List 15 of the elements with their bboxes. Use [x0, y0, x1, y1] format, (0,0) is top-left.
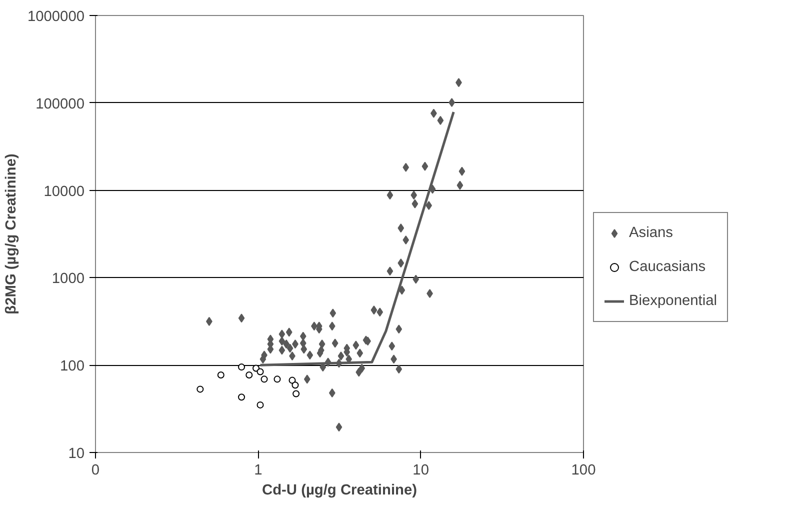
y-tick-label: 100	[60, 358, 85, 375]
x-tick-label: 1	[254, 462, 262, 478]
y-tick-label: 100000	[36, 96, 85, 112]
legend-label: Biexponential	[629, 293, 718, 309]
x-tick-label: 10	[412, 462, 429, 478]
y-tick-label: 1000000	[27, 9, 85, 25]
x-tick-label: 100	[571, 462, 596, 478]
x-tick-label: 0	[91, 462, 100, 478]
legend-label: Asians	[629, 225, 673, 241]
y-tick-label: 10	[68, 446, 85, 462]
x-axis-title: Cd-U (µg/g Creatinine)	[262, 482, 418, 498]
y-axis-title: β2MG (µg/g Creatinine)	[3, 154, 20, 314]
y-tick-label: 1000	[52, 271, 85, 288]
legend-label: Caucasians	[629, 259, 706, 275]
y-tick-label: 10000	[44, 184, 85, 200]
